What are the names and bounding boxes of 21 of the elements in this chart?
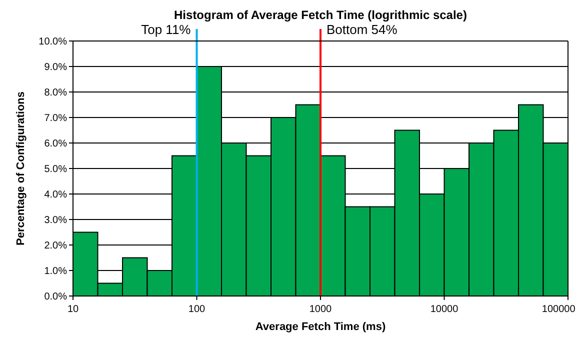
x-tick-label: 100 — [188, 304, 206, 315]
y-tick-label: 8.0% — [44, 88, 68, 98]
y-tick-label: 9.0% — [44, 62, 68, 73]
x-tick-label: 100000 — [542, 304, 576, 315]
y-tick-label: 5.0% — [44, 164, 68, 175]
ref-line-label: Top 11% — [141, 22, 192, 37]
y-tick-label: 6.0% — [44, 138, 68, 150]
y-tick-label: 2.0% — [44, 240, 68, 252]
y-tick-label: 10.0% — [38, 36, 68, 48]
y-tick-label: 7.0% — [44, 113, 68, 124]
x-tick-label: 10000 — [430, 304, 459, 315]
x-tick-label: 10 — [67, 304, 79, 315]
x-axis-title: Average Fetch Time (ms) — [255, 321, 386, 333]
ref-line-label: Bottom 54% — [326, 22, 398, 37]
y-tick-label: 1.0% — [44, 266, 68, 277]
y-tick-label: 0.0% — [44, 292, 68, 302]
chart-title: Histogram of Average Fetch Time (logrithmic scale) — [174, 8, 467, 22]
y-tick-label: 4.0% — [44, 190, 68, 200]
y-axis-title: Percentage of Configurations — [15, 91, 27, 246]
y-tick-label: 3.0% — [44, 215, 68, 226]
x-tick-label: 1000 — [309, 304, 332, 315]
